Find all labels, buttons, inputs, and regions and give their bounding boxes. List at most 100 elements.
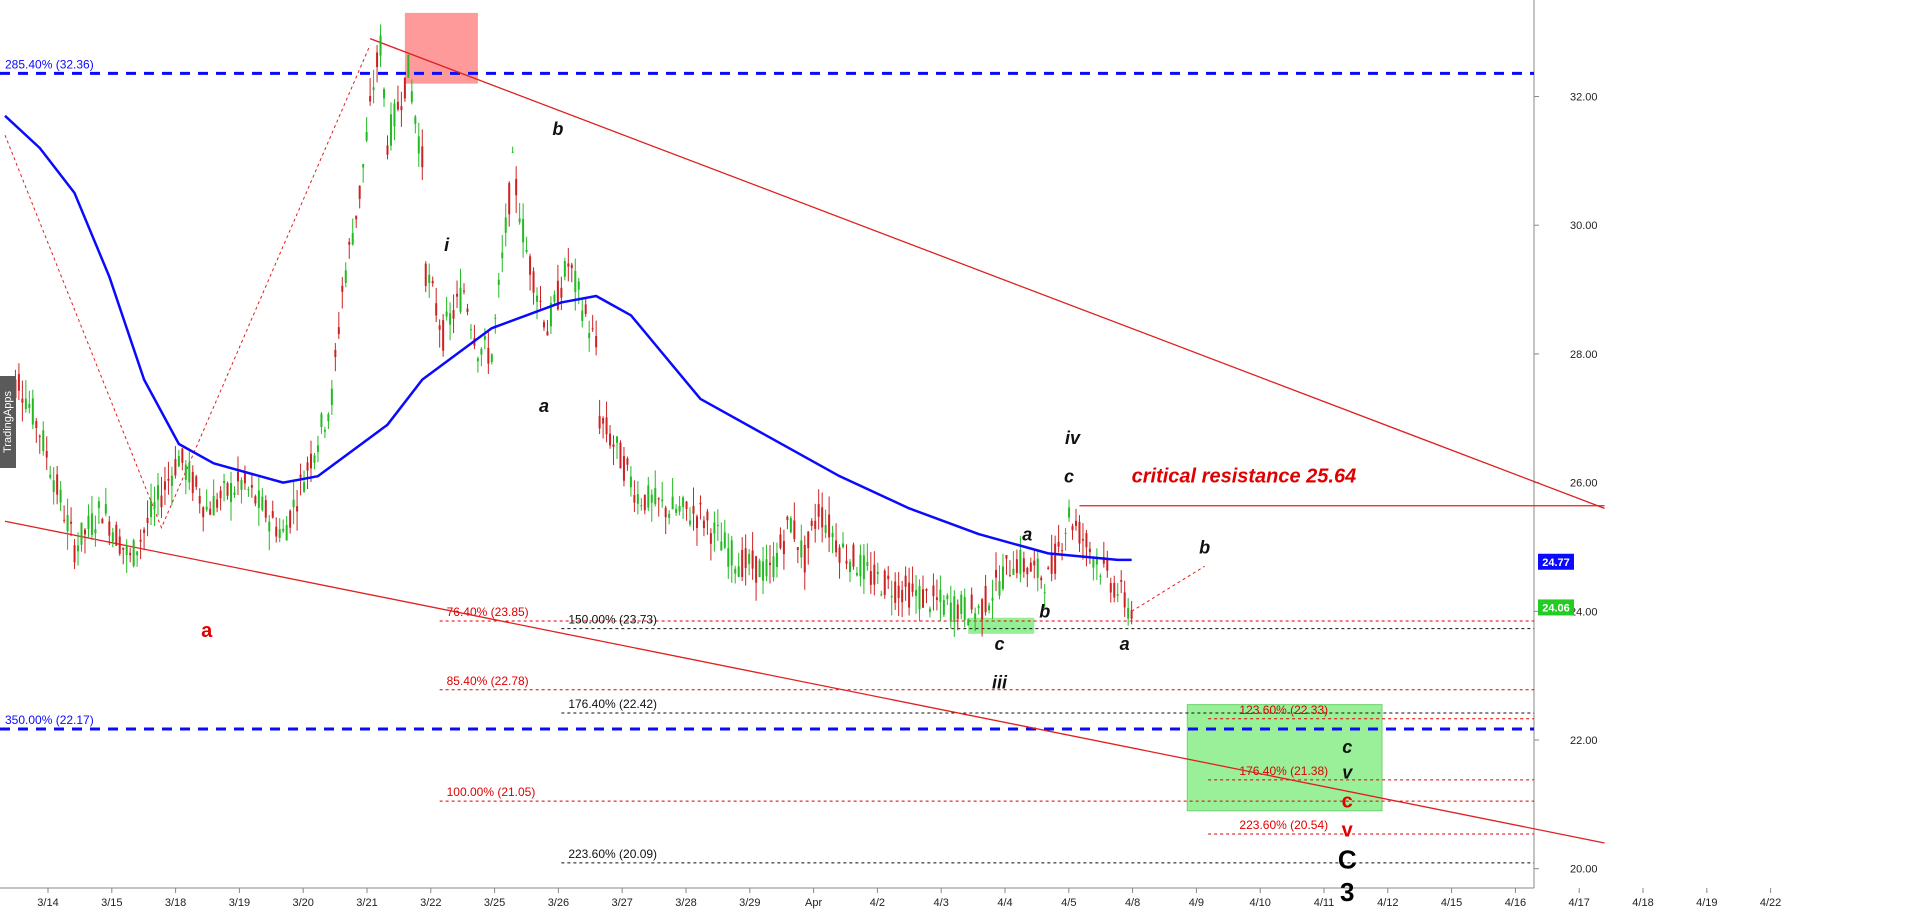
candle-body — [970, 594, 973, 610]
wave-label: a — [539, 396, 549, 416]
candle-body — [838, 547, 841, 563]
candle-body — [1095, 559, 1098, 565]
candle-body — [118, 536, 121, 554]
candle-body — [814, 520, 817, 529]
candle-body — [654, 488, 657, 505]
candle-body — [108, 521, 111, 536]
candle-body — [70, 521, 73, 524]
candle-body — [640, 505, 643, 507]
candle-body — [80, 522, 83, 545]
candle-body — [240, 479, 243, 490]
candle-body — [643, 494, 646, 511]
wave-label: iv — [1065, 428, 1081, 448]
candle-body — [247, 489, 250, 491]
price-tag-label: 24.77 — [1542, 557, 1570, 569]
candle-body — [355, 215, 358, 220]
candle-body — [299, 474, 302, 478]
x-tick-label: 3/19 — [229, 897, 250, 909]
candle-body — [205, 506, 208, 510]
candle-body — [449, 313, 452, 325]
candle-body — [153, 501, 156, 509]
wave-zigzag — [4, 44, 371, 529]
candle-body — [490, 354, 493, 363]
candle-body — [977, 606, 980, 608]
candle-body — [1036, 558, 1039, 578]
candle-body — [716, 524, 719, 527]
wave-label: a — [201, 620, 213, 642]
candle-body — [678, 505, 681, 512]
wave-label: C — [1338, 845, 1357, 875]
candle-body — [487, 348, 490, 364]
candle-body — [296, 506, 299, 512]
candle-body — [629, 476, 632, 488]
candle-body — [31, 398, 34, 425]
candle-body — [198, 495, 201, 504]
candle-body — [734, 568, 737, 574]
candle-body — [219, 490, 222, 499]
candle-body — [782, 540, 785, 555]
candle-body — [403, 77, 406, 99]
candle-body — [539, 300, 542, 302]
candle-body — [97, 501, 100, 509]
candle-body — [932, 585, 935, 597]
wave-label: c — [1342, 791, 1353, 813]
candle-body — [904, 575, 907, 587]
candle-body — [181, 448, 184, 463]
candle-body — [191, 471, 194, 493]
candle-body — [1106, 559, 1109, 571]
candle-body — [553, 294, 556, 302]
candle-body — [268, 521, 271, 532]
candle-body — [769, 562, 771, 565]
x-tick-label: 4/22 — [1760, 897, 1781, 909]
x-tick-label: 3/27 — [611, 897, 632, 909]
candle-body — [42, 430, 45, 452]
candle-body — [560, 287, 563, 298]
candle-body — [1026, 567, 1029, 575]
candle-body — [859, 554, 862, 577]
candle-body — [1047, 567, 1050, 570]
candle-body — [1081, 538, 1084, 541]
candle-body — [915, 590, 918, 596]
candle-body — [1040, 577, 1043, 581]
candle-body — [1022, 558, 1025, 572]
candle-body — [104, 504, 107, 514]
candle-body — [925, 588, 928, 591]
candle-body — [45, 450, 48, 458]
candle-body — [400, 106, 403, 111]
candle-body — [556, 280, 559, 310]
candle-body — [883, 570, 886, 595]
candle-body — [369, 96, 372, 102]
candle-body — [702, 520, 705, 528]
candle-body — [956, 604, 959, 620]
candle-body — [254, 496, 257, 504]
resistance-box — [404, 12, 478, 84]
candle-body — [132, 540, 135, 567]
x-tick-label: 3/15 — [101, 897, 122, 909]
candle-body — [289, 510, 292, 528]
support-box — [968, 617, 1035, 634]
candle-body — [1012, 568, 1015, 575]
candle-body — [330, 388, 333, 405]
candle-body — [866, 562, 869, 567]
x-tick-label: 4/3 — [934, 897, 949, 909]
candle-body — [160, 495, 163, 508]
candle-body — [1113, 582, 1116, 598]
candle-body — [602, 418, 605, 424]
candle-body — [334, 349, 337, 357]
wave-label: c — [1342, 737, 1352, 757]
candle-body — [421, 146, 424, 168]
candle-body — [949, 602, 952, 621]
candle-body — [699, 502, 702, 505]
candle-body — [1033, 560, 1036, 566]
candle-body — [209, 508, 212, 515]
candle-body — [163, 481, 166, 490]
x-tick-label: 3/25 — [484, 897, 505, 909]
candle-body — [574, 270, 577, 292]
candle-body — [612, 444, 615, 447]
candle-body — [212, 495, 215, 516]
candle-body — [758, 560, 761, 577]
candle-body — [793, 520, 796, 540]
candle-body — [313, 455, 316, 463]
candle-body — [821, 507, 824, 528]
